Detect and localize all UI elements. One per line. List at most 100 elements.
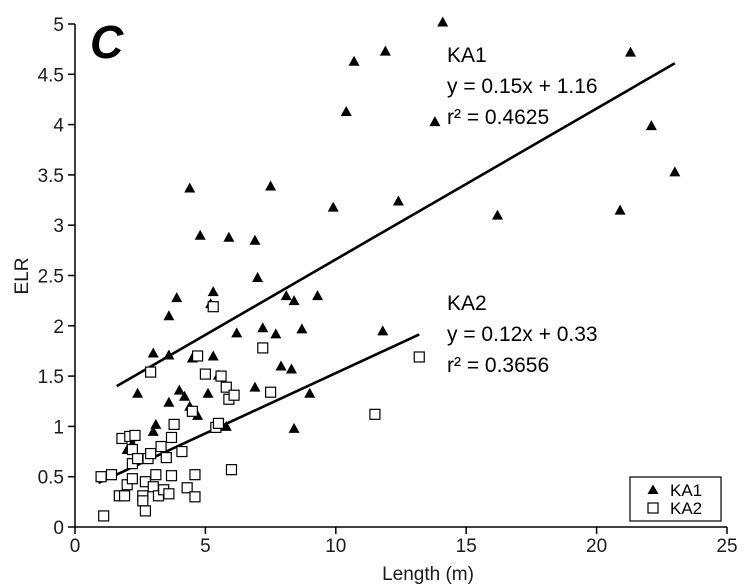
ka2-point [191, 350, 204, 362]
ka1-point [163, 310, 175, 321]
ka1-point [202, 387, 214, 398]
y-tick-label: 0 [53, 518, 64, 539]
ka2-point [225, 464, 238, 476]
ka2-point [155, 440, 167, 453]
ka2-annotation-r2: r² = 0.3656 [447, 354, 549, 377]
ka1-point [491, 209, 503, 220]
ka1-point [669, 166, 681, 177]
ka1-annotation-r2: r² = 0.4625 [447, 106, 549, 129]
x-tick-label: 25 [716, 536, 737, 557]
ka2-point [220, 381, 232, 393]
legend-box [629, 476, 722, 522]
ka2-point [165, 470, 178, 482]
ka2-point [118, 490, 131, 502]
ka1-point [163, 396, 175, 407]
ka1-point [207, 350, 219, 361]
y-tick-label: 1 [53, 417, 64, 438]
ka1-point [171, 292, 183, 303]
ka1-annotation-label: KA1 [447, 44, 487, 67]
ka2-point [228, 389, 240, 401]
ka1-point [285, 363, 297, 374]
ka1-point [275, 360, 287, 371]
y-axis-label: ELR [12, 258, 33, 295]
ka1-point [207, 286, 219, 297]
ka1-point [645, 120, 657, 131]
y-tick-label: 0.5 [38, 468, 64, 489]
ka1-point [173, 384, 185, 395]
x-tick-label: 0 [70, 536, 81, 557]
y-tick-label: 5 [53, 15, 64, 36]
ka2-point [163, 488, 175, 500]
ka1-point [231, 327, 243, 338]
ka1-point [270, 328, 282, 339]
ka2-point [168, 418, 180, 430]
ka2-annotation-label: KA2 [447, 292, 487, 315]
ka1-point [379, 45, 391, 56]
ka2-point [129, 429, 141, 442]
ka1-point [163, 349, 175, 360]
ka2-point [150, 469, 162, 481]
legend-ka1-label: KA1 [670, 481, 702, 500]
ka1-point [392, 195, 404, 206]
ka1-point [377, 325, 389, 336]
ka2-point [98, 510, 110, 522]
ka1-annotation-equation: y = 0.15x + 1.16 [447, 75, 598, 98]
ka2-point [160, 451, 172, 464]
ka2-point [189, 469, 201, 481]
ka2-point [145, 447, 157, 460]
ka2-point [95, 471, 107, 483]
ka1-point [296, 323, 308, 334]
ka2-point [257, 342, 269, 354]
ka2-point [189, 491, 201, 503]
y-tick-label: 3 [53, 216, 64, 237]
data-points [95, 16, 681, 522]
legend-ka2-marker [647, 502, 659, 514]
ka1-point [223, 231, 235, 242]
ka1-point [194, 229, 206, 240]
x-tick-label: 15 [456, 536, 477, 557]
legend: KA1 KA2 [629, 476, 722, 522]
x-tick-label: 5 [200, 536, 211, 557]
ka1-point [147, 347, 159, 358]
ka1-point [257, 322, 269, 333]
ka1-point [147, 425, 159, 436]
ka1-point [288, 422, 300, 433]
y-ticks: 0 0.5 1 1.5 2 2.5 3 3.5 4 4.5 5 [38, 15, 75, 539]
ka2-point [186, 405, 198, 417]
ka2-point [145, 366, 157, 378]
ka1-point [252, 272, 264, 283]
ka1-point [304, 387, 316, 398]
ka2-point [105, 469, 118, 481]
y-tick-label: 3.5 [38, 166, 64, 187]
ka1-point [132, 387, 144, 398]
ka2-point [369, 408, 381, 420]
ka2-point [126, 473, 138, 485]
ka2-point [265, 386, 277, 398]
x-axis-label: Length (m) [382, 564, 474, 585]
y-tick-label: 2 [53, 317, 64, 338]
ka2-point [181, 482, 193, 494]
legend-ka1-marker [647, 484, 659, 494]
ka1-point [429, 116, 441, 127]
ka2-point [131, 452, 144, 465]
axes: 0 5 10 15 20 25 0 0.5 1 1.5 2 2.5 3 3.5 4 4.5 5 [38, 15, 738, 557]
ka1-point [312, 290, 324, 301]
trendline-annotations: KA1 y = 0.15x + 1.16 r² = 0.4625 KA2 y =… [447, 44, 598, 377]
ka1-point [437, 16, 449, 27]
ka1-point [249, 234, 261, 245]
ka1-point [280, 290, 292, 301]
ka1-point [150, 418, 162, 429]
ka2-point [413, 351, 425, 363]
ka1-point [179, 390, 191, 401]
ka2-point [139, 505, 152, 517]
trendlines [97, 62, 676, 485]
y-tick-label: 2.5 [38, 267, 64, 288]
ka2-point [199, 368, 211, 380]
x-tick-label: 10 [325, 536, 346, 557]
panel-label: C [90, 16, 124, 68]
ka2-point [212, 417, 225, 429]
x-tick-label: 20 [586, 536, 607, 557]
ka1-point [340, 106, 352, 117]
ka2-annotation-equation: y = 0.12x + 0.33 [447, 323, 598, 346]
